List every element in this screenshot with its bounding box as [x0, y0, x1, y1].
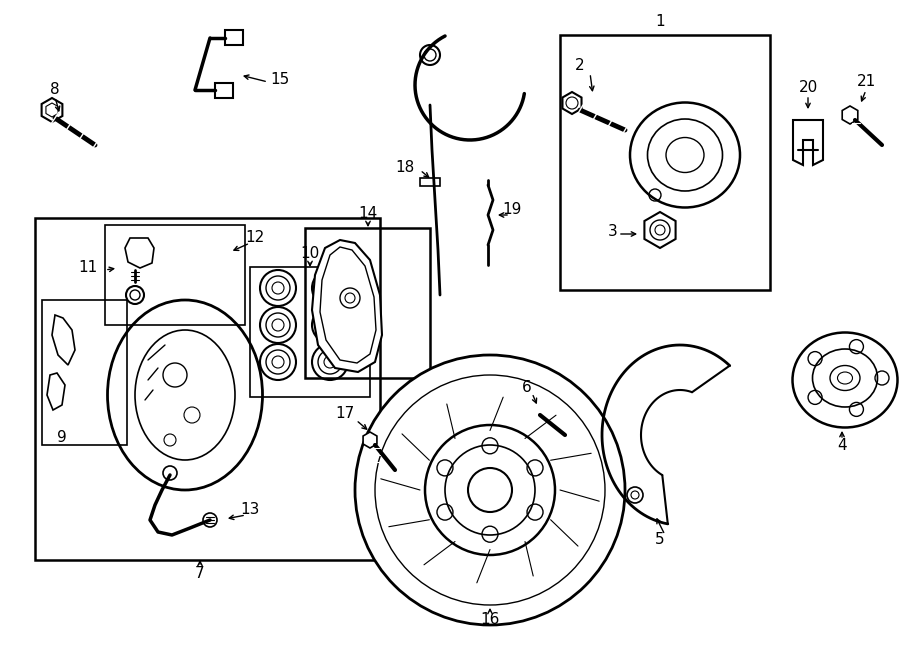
Text: 17: 17 — [336, 405, 355, 420]
Circle shape — [355, 355, 625, 625]
Bar — [420, 178, 440, 186]
Circle shape — [163, 363, 187, 387]
Circle shape — [163, 466, 177, 480]
Text: 11: 11 — [78, 260, 97, 276]
Bar — [250, 267, 370, 397]
Bar — [105, 225, 245, 325]
Polygon shape — [562, 92, 581, 114]
Text: 8: 8 — [50, 83, 59, 98]
Text: 19: 19 — [502, 202, 522, 217]
Polygon shape — [363, 432, 377, 448]
Text: 4: 4 — [837, 438, 847, 453]
Polygon shape — [125, 238, 154, 268]
Polygon shape — [312, 240, 382, 372]
Circle shape — [312, 307, 348, 343]
Polygon shape — [529, 402, 543, 418]
Text: 2: 2 — [575, 58, 585, 73]
Text: 14: 14 — [358, 206, 378, 221]
Text: 10: 10 — [301, 245, 320, 260]
Text: 13: 13 — [240, 502, 260, 518]
Bar — [215, 83, 233, 98]
Circle shape — [312, 344, 348, 380]
Polygon shape — [47, 373, 65, 410]
Circle shape — [260, 344, 296, 380]
Text: 18: 18 — [396, 161, 415, 176]
Text: 6: 6 — [522, 379, 532, 395]
Text: 21: 21 — [857, 75, 876, 89]
Circle shape — [260, 307, 296, 343]
Bar — [305, 228, 430, 378]
Circle shape — [627, 487, 643, 503]
Text: 9: 9 — [57, 430, 67, 446]
Bar — [42, 300, 127, 445]
Text: 3: 3 — [608, 225, 617, 239]
Polygon shape — [793, 120, 823, 165]
Text: 12: 12 — [246, 231, 265, 245]
Polygon shape — [41, 98, 62, 122]
Bar — [560, 35, 770, 290]
Text: 7: 7 — [195, 566, 205, 580]
Polygon shape — [644, 212, 676, 248]
Polygon shape — [52, 315, 75, 365]
Text: 1: 1 — [655, 15, 665, 30]
Circle shape — [312, 270, 348, 306]
Text: 15: 15 — [270, 73, 290, 87]
Circle shape — [126, 286, 144, 304]
Polygon shape — [842, 106, 858, 124]
Text: 20: 20 — [798, 81, 817, 95]
Text: 16: 16 — [481, 613, 500, 627]
Circle shape — [420, 45, 440, 65]
Text: 5: 5 — [655, 533, 665, 547]
Circle shape — [260, 270, 296, 306]
Bar — [35, 218, 380, 560]
Circle shape — [203, 513, 217, 527]
Bar — [225, 30, 243, 45]
